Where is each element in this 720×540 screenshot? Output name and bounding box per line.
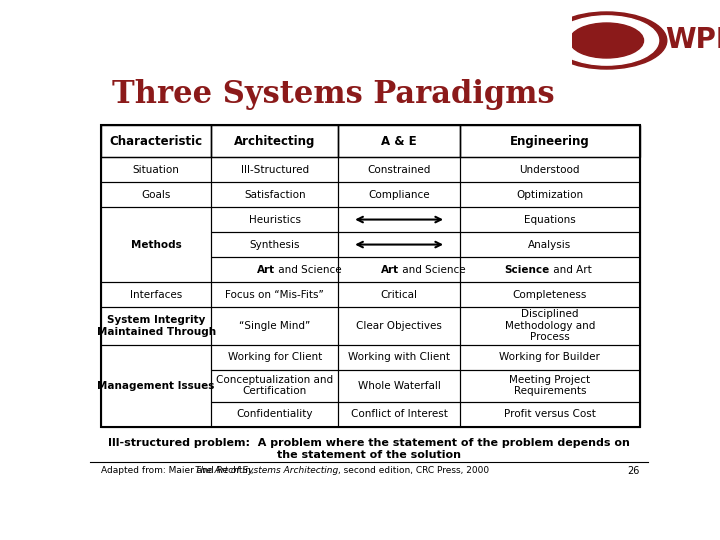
Bar (101, 157, 211, 182)
Bar (211, 182, 338, 207)
Text: System Integrity
Maintained Through: System Integrity Maintained Through (96, 315, 216, 336)
Bar (460, 207, 639, 232)
Bar (101, 182, 211, 207)
Text: Methods: Methods (131, 240, 181, 249)
Text: A & E: A & E (382, 134, 417, 147)
Text: Ill-Structured: Ill-Structured (240, 165, 309, 174)
Bar (211, 207, 338, 232)
Bar (460, 232, 639, 257)
Bar (338, 207, 460, 232)
Bar (101, 207, 211, 282)
Bar (460, 345, 639, 369)
Text: Goals: Goals (141, 190, 171, 200)
Bar (101, 125, 211, 157)
Bar (211, 369, 338, 402)
Text: Synthesis: Synthesis (249, 240, 300, 249)
Bar (338, 257, 460, 282)
Text: Working for Builder: Working for Builder (500, 352, 600, 362)
Bar (460, 157, 639, 182)
Text: Heuristics: Heuristics (248, 214, 301, 225)
Text: Analysis: Analysis (528, 240, 572, 249)
Bar (211, 232, 338, 257)
Text: Science: Science (505, 265, 550, 274)
Bar (101, 307, 211, 345)
Bar (211, 282, 338, 307)
Bar (101, 125, 639, 427)
Text: Whole Waterfall: Whole Waterfall (358, 381, 441, 390)
Text: Characteristic: Characteristic (109, 134, 203, 147)
Text: Constrained: Constrained (367, 165, 431, 174)
Text: “Single Mind”: “Single Mind” (239, 321, 310, 331)
Text: Ill-structured problem:  A problem where the statement of the problem depends on: Ill-structured problem: A problem where … (108, 438, 630, 448)
Bar (460, 182, 639, 207)
Bar (211, 345, 338, 369)
Text: Optimization: Optimization (516, 190, 583, 200)
Bar (338, 282, 460, 307)
Text: and Science: and Science (275, 265, 341, 274)
Bar (460, 307, 639, 345)
Text: Compliance: Compliance (369, 190, 430, 200)
Bar (338, 157, 460, 182)
Text: Management Issues: Management Issues (97, 381, 215, 390)
Text: WPI: WPI (665, 26, 720, 55)
Text: , second edition, CRC Press, 2000: , second edition, CRC Press, 2000 (338, 465, 490, 475)
Text: Completeness: Completeness (513, 289, 587, 300)
Text: Confidentiality: Confidentiality (236, 409, 313, 419)
Text: Meeting Project
Requirements: Meeting Project Requirements (509, 375, 590, 396)
Bar (460, 282, 639, 307)
Bar (460, 257, 639, 282)
Text: Art: Art (381, 265, 399, 274)
Text: Adapted from: Maier and Rechtin,: Adapted from: Maier and Rechtin, (101, 465, 256, 475)
Bar (211, 125, 338, 157)
Text: and Science: and Science (399, 265, 466, 274)
Text: the statement of the solution: the statement of the solution (277, 450, 461, 460)
Circle shape (570, 23, 644, 58)
Bar (338, 182, 460, 207)
Bar (338, 307, 460, 345)
Text: Profit versus Cost: Profit versus Cost (504, 409, 595, 419)
Bar (338, 402, 460, 427)
Text: Clear Objectives: Clear Objectives (356, 321, 442, 331)
Text: Situation: Situation (132, 165, 179, 174)
Bar (338, 125, 460, 157)
Text: Equations: Equations (524, 214, 576, 225)
Text: Three Systems Paradigms: Three Systems Paradigms (112, 79, 555, 110)
Bar (460, 402, 639, 427)
Bar (101, 282, 211, 307)
Bar (460, 125, 639, 157)
Text: 26: 26 (627, 465, 639, 476)
Text: Disciplined
Methodology and
Process: Disciplined Methodology and Process (505, 309, 595, 342)
Text: Architecting: Architecting (234, 134, 315, 147)
Text: Interfaces: Interfaces (130, 289, 182, 300)
Bar (101, 345, 211, 427)
Text: Working for Client: Working for Client (228, 352, 322, 362)
Bar (211, 307, 338, 345)
Circle shape (546, 12, 667, 69)
Circle shape (554, 16, 659, 65)
Text: Conflict of Interest: Conflict of Interest (351, 409, 448, 419)
Text: The Art of Systems Architecting: The Art of Systems Architecting (195, 465, 338, 475)
Bar (338, 232, 460, 257)
Bar (338, 345, 460, 369)
Bar (460, 369, 639, 402)
Text: Understood: Understood (520, 165, 580, 174)
Text: Critical: Critical (381, 289, 418, 300)
Text: Conceptualization and
Certification: Conceptualization and Certification (216, 375, 333, 396)
Text: and Art: and Art (550, 265, 592, 274)
Text: Satisfaction: Satisfaction (244, 190, 305, 200)
Text: Engineering: Engineering (510, 134, 590, 147)
Bar (211, 157, 338, 182)
Text: Art: Art (256, 265, 275, 274)
Text: Focus on “Mis-Fits”: Focus on “Mis-Fits” (225, 289, 324, 300)
Bar (338, 369, 460, 402)
Text: Working with Client: Working with Client (348, 352, 450, 362)
Bar (211, 402, 338, 427)
Bar (211, 257, 338, 282)
